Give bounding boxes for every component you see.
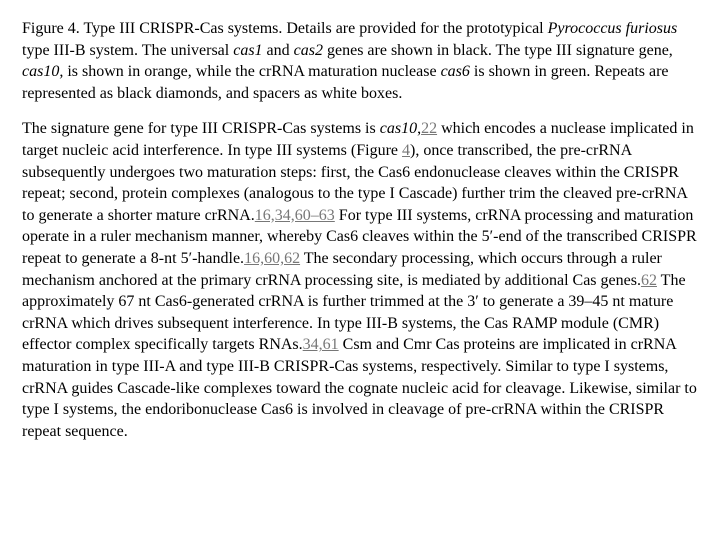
- ref-d-link[interactable]: 34,61: [303, 336, 339, 353]
- caption-lead: Figure 4. Type III CRISPR-Cas systems. D…: [22, 20, 548, 37]
- caption-t4: is shown in orange, while the crRNA matu…: [63, 63, 440, 80]
- ref-a-link[interactable]: 16,34,60–63: [255, 207, 335, 224]
- body-paragraph: The signature gene for type III CRISPR-C…: [22, 118, 698, 442]
- ref-figure-4-link[interactable]: 4: [402, 142, 410, 159]
- body-s1: The signature gene for type III CRISPR-C…: [22, 120, 380, 137]
- gene-cas10: cas10,: [22, 63, 63, 80]
- caption-t1: type III-B system. The universal: [22, 42, 233, 59]
- species-name: Pyrococcus furiosus: [548, 20, 678, 37]
- page-container: Figure 4. Type III CRISPR-Cas systems. D…: [0, 0, 720, 474]
- figure-caption: Figure 4. Type III CRISPR-Cas systems. D…: [22, 18, 698, 104]
- caption-t2: and: [263, 42, 294, 59]
- gene-cas6: cas6: [441, 63, 470, 80]
- gene-cas2: cas2: [294, 42, 323, 59]
- ref-b-link[interactable]: 16,60,62: [244, 250, 300, 267]
- gene-cas10-body: cas10: [380, 120, 417, 137]
- gene-cas1: cas1: [233, 42, 262, 59]
- caption-t3: genes are shown in black. The type III s…: [323, 42, 673, 59]
- ref-22-link[interactable]: 22: [421, 120, 437, 137]
- ref-c-link[interactable]: 62: [641, 272, 657, 289]
